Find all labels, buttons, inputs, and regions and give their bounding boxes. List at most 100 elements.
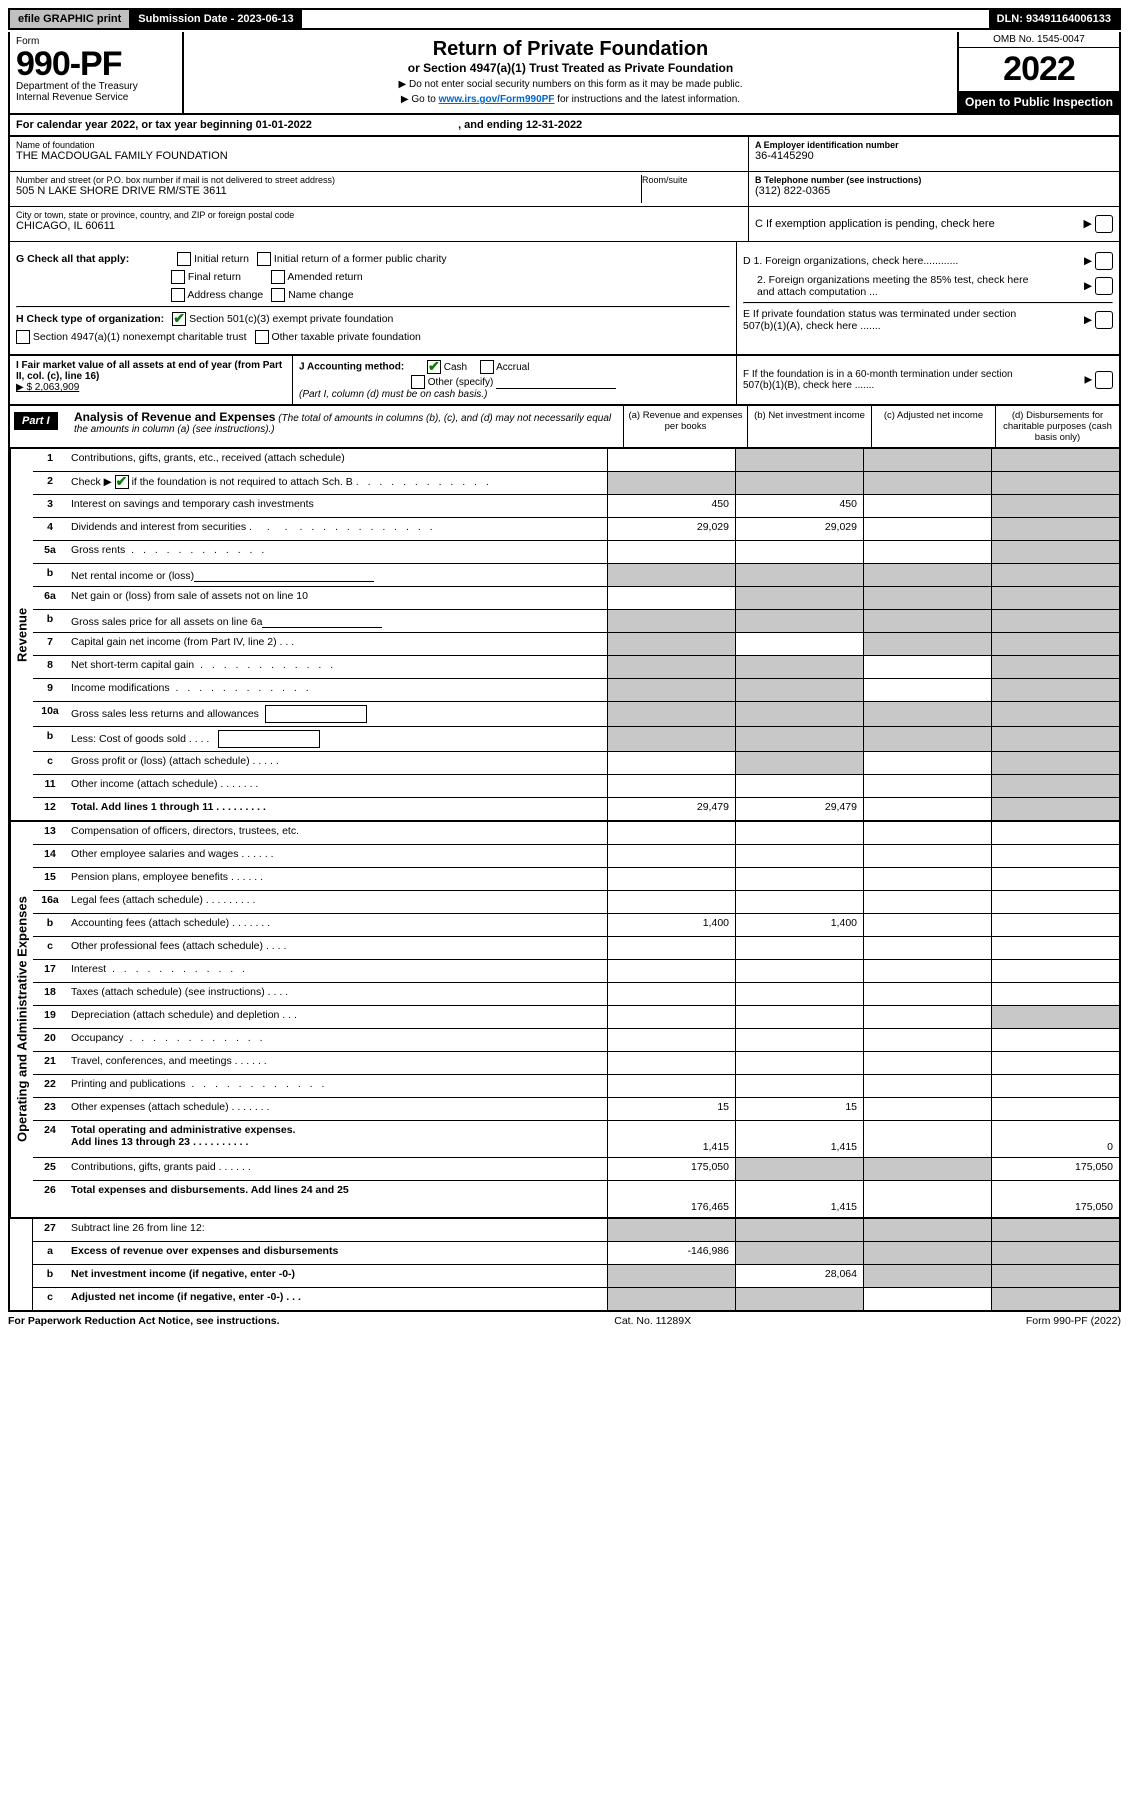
row-desc: Travel, conferences, and meetings . . . … <box>67 1052 608 1074</box>
row-num: c <box>33 937 67 959</box>
room-label: Room/suite <box>642 175 742 185</box>
footer-left: For Paperwork Reduction Act Notice, see … <box>8 1315 280 1327</box>
fmv-accounting-row: I Fair market value of all assets at end… <box>8 356 1121 406</box>
row-num: 11 <box>33 775 67 797</box>
tel-label: B Telephone number (see instructions) <box>755 175 1113 185</box>
h-opt-1: Section 501(c)(3) exempt private foundat… <box>189 313 393 325</box>
addr-label: Number and street (or P.O. box number if… <box>16 175 635 185</box>
checkbox-cash[interactable] <box>427 360 441 374</box>
checkbox-other-tax[interactable] <box>255 330 269 344</box>
checkbox-4947[interactable] <box>16 330 30 344</box>
checkbox-f[interactable] <box>1095 371 1113 389</box>
checkbox-initial-former[interactable] <box>257 252 271 266</box>
row-num: 7 <box>33 633 67 655</box>
row-desc: Gross sales price for all assets on line… <box>67 610 608 632</box>
checkbox-c[interactable] <box>1095 215 1113 233</box>
cal-pre: For calendar year 2022, or tax year begi… <box>16 119 256 131</box>
checkbox-name[interactable] <box>271 288 285 302</box>
h-label: H Check type of organization: <box>16 313 164 325</box>
row-num: b <box>33 1265 67 1287</box>
row-desc: Other expenses (attach schedule) . . . .… <box>67 1098 608 1120</box>
cell-b: 1,415 <box>736 1121 864 1157</box>
checkbox-sch-b[interactable] <box>115 475 129 489</box>
row-num: 25 <box>33 1158 67 1180</box>
col-a-head: (a) Revenue and expenses per books <box>624 406 748 447</box>
telephone: (312) 822-0365 <box>755 185 830 197</box>
part1-tag: Part I <box>14 412 58 430</box>
revenue-table: Revenue 1Contributions, gifts, grants, e… <box>8 449 1121 822</box>
row-desc: Total expenses and disbursements. Add li… <box>67 1181 608 1217</box>
g-opt-2: Final return <box>188 271 241 283</box>
cell-a: -146,986 <box>608 1242 736 1264</box>
row-num: 27 <box>33 1219 67 1241</box>
ein: 36-4145290 <box>755 150 814 162</box>
checkbox-accrual[interactable] <box>480 360 494 374</box>
row-num: 19 <box>33 1006 67 1028</box>
row-num: a <box>33 1242 67 1264</box>
tax-year: 2022 <box>959 48 1119 91</box>
row-num: 20 <box>33 1029 67 1051</box>
col-b-head: (b) Net investment income <box>748 406 872 447</box>
checkbox-501c3[interactable] <box>172 312 186 326</box>
cell-b: 15 <box>736 1098 864 1120</box>
g-opt-5: Name change <box>288 289 353 301</box>
d2-label: 2. Foreign organizations meeting the 85%… <box>757 274 1037 298</box>
cell-b: 29,029 <box>736 518 864 540</box>
page-footer: For Paperwork Reduction Act Notice, see … <box>8 1312 1121 1330</box>
row-desc: Net gain or (loss) from sale of assets n… <box>67 587 608 609</box>
c-label: C If exemption application is pending, c… <box>755 218 995 230</box>
row-desc: Net rental income or (loss) <box>67 564 608 586</box>
cal-begin: 01-01-2022 <box>256 119 312 131</box>
checkbox-e[interactable] <box>1095 311 1113 329</box>
row-desc: Capital gain net income (from Part IV, l… <box>67 633 608 655</box>
revenue-side-label: Revenue <box>10 449 33 820</box>
row-desc: Contributions, gifts, grants, etc., rece… <box>67 449 608 471</box>
row-desc: Gross rents <box>67 541 608 563</box>
dept-label: Department of the Treasury <box>16 81 176 92</box>
subtract-table: 27Subtract line 26 from line 12: aExcess… <box>8 1219 1121 1312</box>
cell-b: 1,400 <box>736 914 864 936</box>
expenses-side-label: Operating and Administrative Expenses <box>10 822 33 1217</box>
row-desc: Net short-term capital gain <box>67 656 608 678</box>
checkbox-other-method[interactable] <box>411 375 425 389</box>
row-num: 5a <box>33 541 67 563</box>
checkbox-final[interactable] <box>171 270 185 284</box>
row-num: c <box>33 752 67 774</box>
row-desc: Dividends and interest from securities .… <box>67 518 608 540</box>
j-accrual: Accrual <box>496 362 529 373</box>
part1-header: Part I Analysis of Revenue and Expenses … <box>8 406 1121 449</box>
row-desc: Contributions, gifts, grants paid . . . … <box>67 1158 608 1180</box>
row-num: 17 <box>33 960 67 982</box>
j-note: (Part I, column (d) must be on cash basi… <box>299 389 487 400</box>
row-desc: Check ▶ if the foundation is not require… <box>67 472 608 494</box>
expenses-table: Operating and Administrative Expenses 13… <box>8 822 1121 1219</box>
checkbox-initial[interactable] <box>177 252 191 266</box>
checks-grid: G Check all that apply: Initial return I… <box>8 242 1121 356</box>
checkbox-address[interactable] <box>171 288 185 302</box>
row-num: 15 <box>33 868 67 890</box>
efile-print-button[interactable]: efile GRAPHIC print <box>10 10 130 28</box>
checkbox-d1[interactable] <box>1095 252 1113 270</box>
fmv-value: ▶ $ 2,063,909 <box>16 382 79 393</box>
row-desc: Accounting fees (attach schedule) . . . … <box>67 914 608 936</box>
row-num: 18 <box>33 983 67 1005</box>
cell-a: 176,465 <box>608 1181 736 1217</box>
row-num: 6a <box>33 587 67 609</box>
row-desc: Interest on savings and temporary cash i… <box>67 495 608 517</box>
irs-link[interactable]: www.irs.gov/Form990PF <box>439 94 555 105</box>
checkbox-d2[interactable] <box>1095 277 1113 295</box>
row-num: 16a <box>33 891 67 913</box>
row-desc: Income modifications <box>67 679 608 701</box>
row-desc: Total operating and administrative expen… <box>67 1121 608 1157</box>
cell-a: 1,400 <box>608 914 736 936</box>
part1-title: Analysis of Revenue and Expenses <box>74 410 275 424</box>
ein-label: A Employer identification number <box>755 140 1113 150</box>
row-desc: Compensation of officers, directors, tru… <box>67 822 608 844</box>
row-num: 1 <box>33 449 67 471</box>
submission-date: Submission Date - 2023-06-13 <box>130 10 301 28</box>
checkbox-amended[interactable] <box>271 270 285 284</box>
note2-post: for instructions and the latest informat… <box>554 94 740 105</box>
e-label: E If private foundation status was termi… <box>743 308 1023 332</box>
col-c-head: (c) Adjusted net income <box>872 406 996 447</box>
address: 505 N LAKE SHORE DRIVE RM/STE 3611 <box>16 185 227 197</box>
